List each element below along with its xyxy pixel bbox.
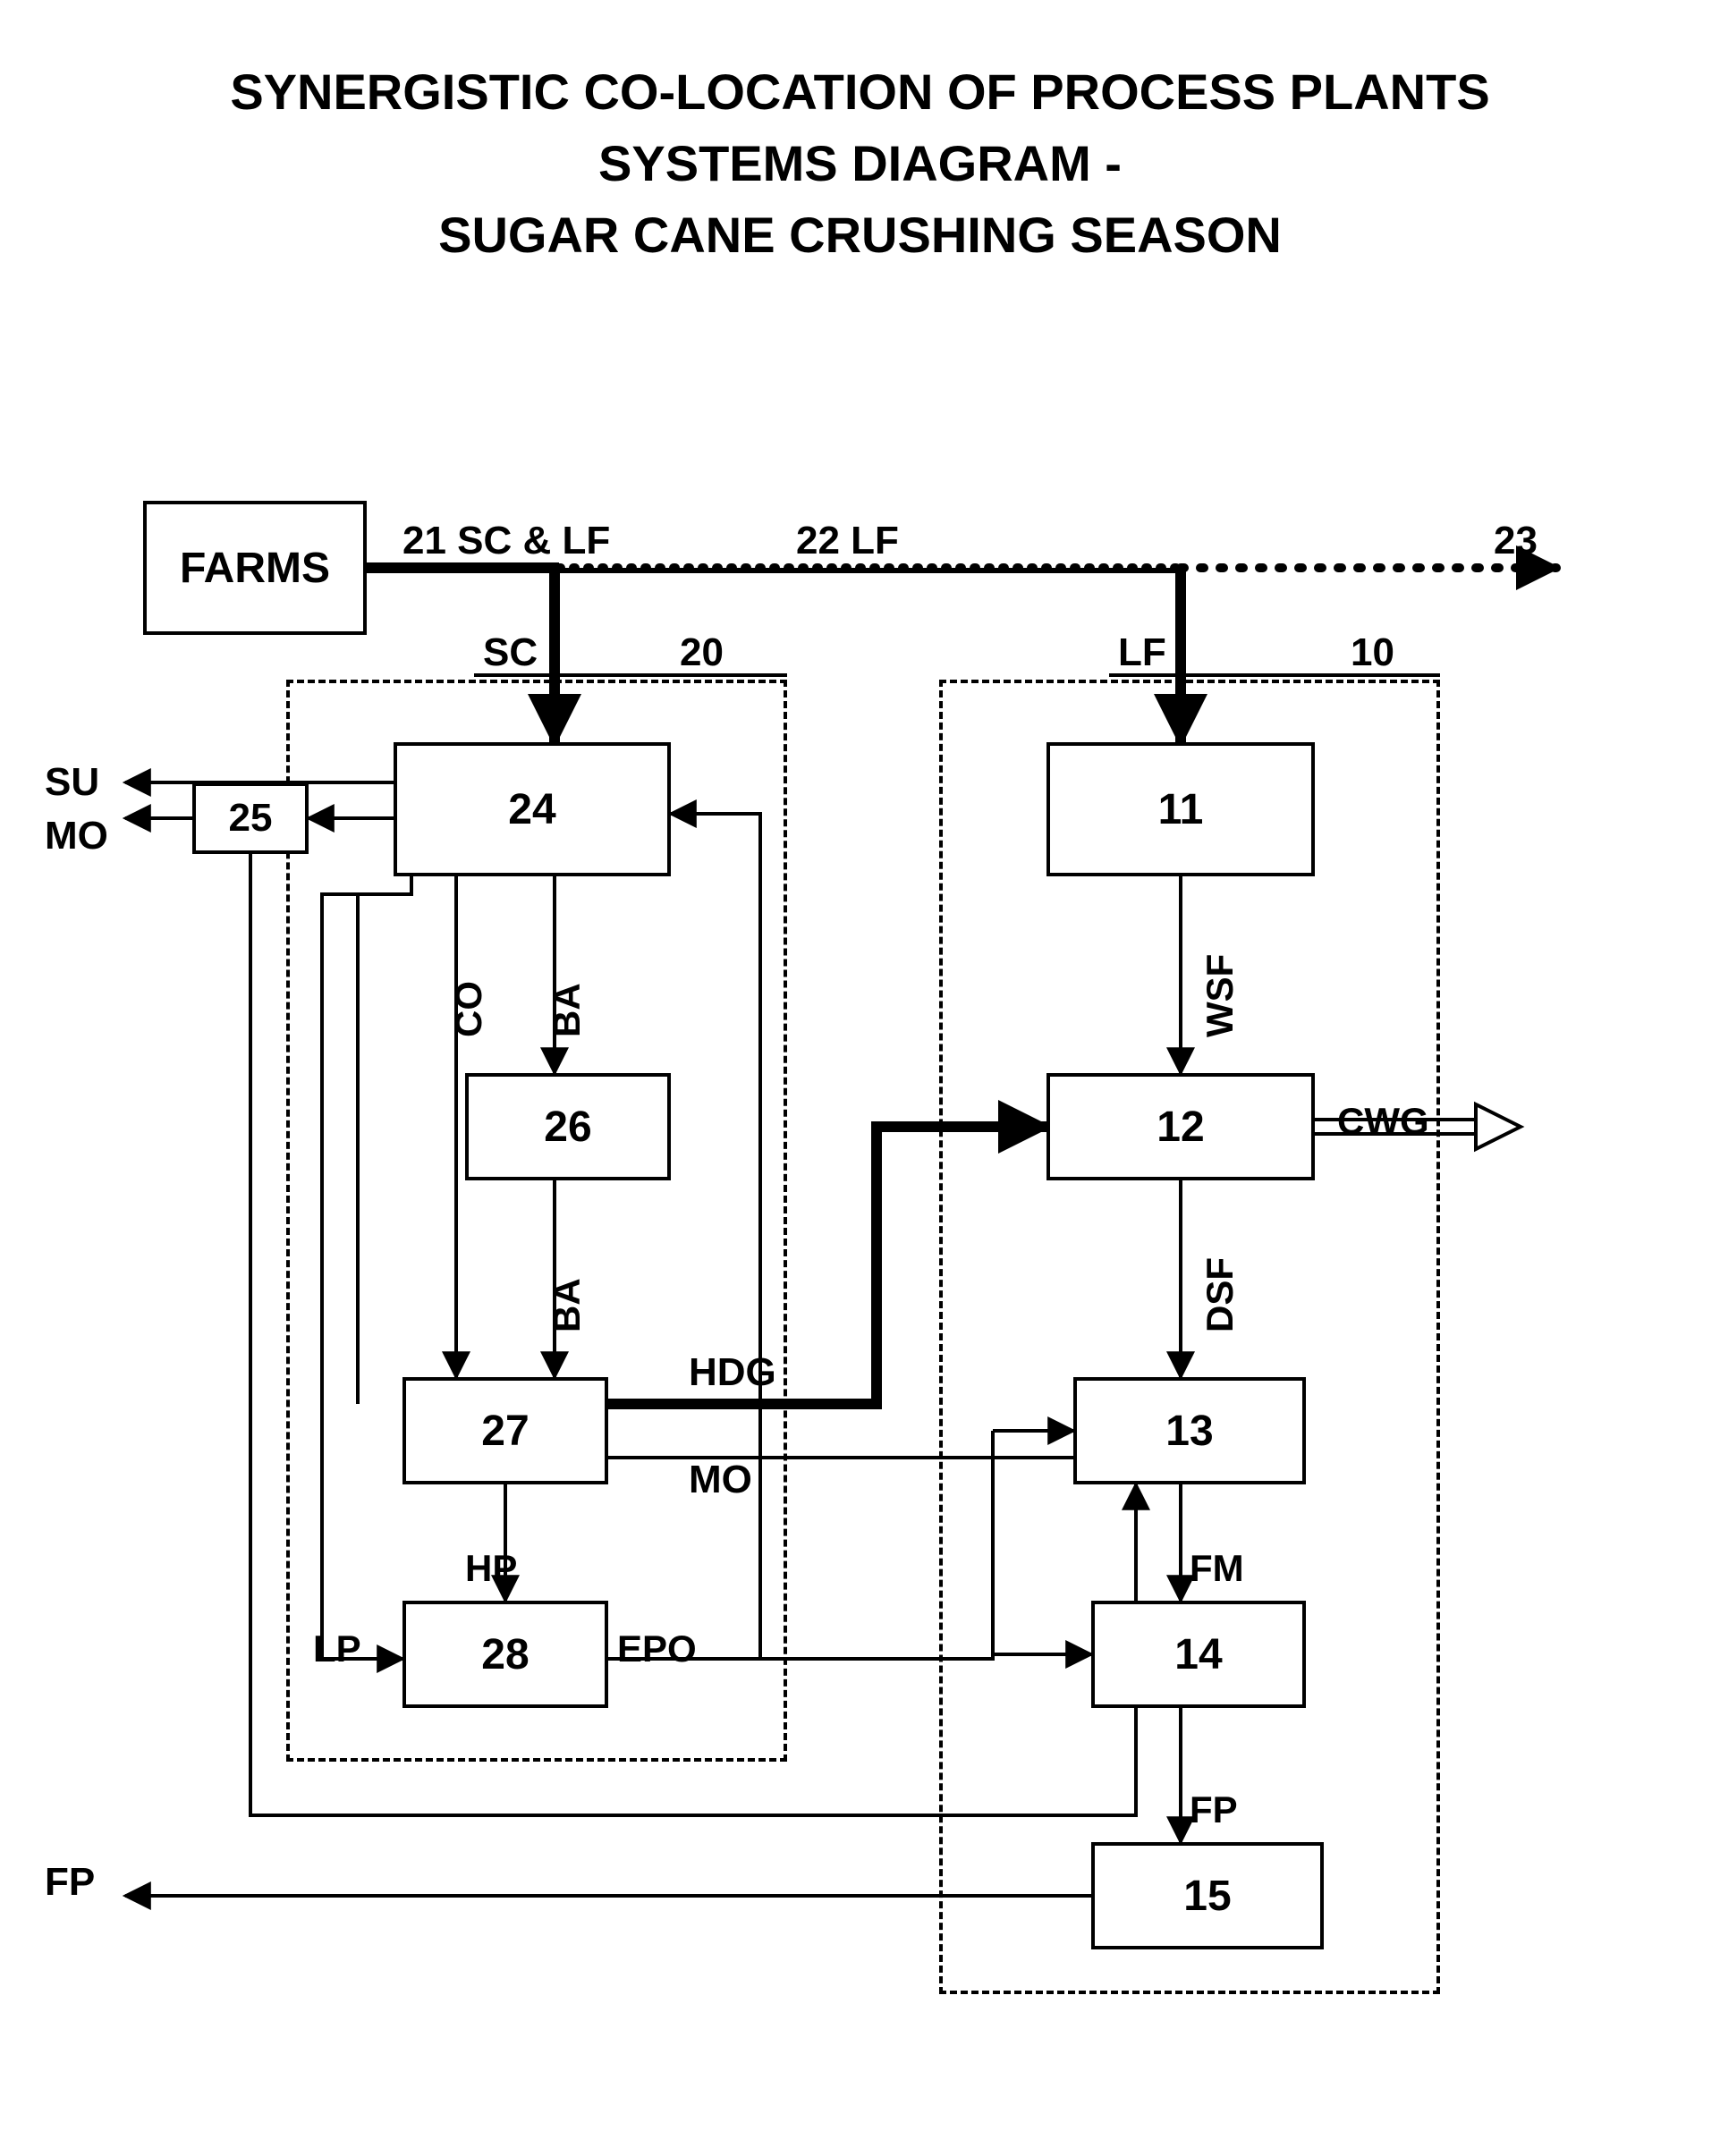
node-14: 14 — [1091, 1601, 1306, 1708]
node-25: 25 — [192, 782, 309, 854]
title-line-1: SYNERGISTIC CO-LOCATION OF PROCESS PLANT… — [0, 63, 1720, 121]
node-28: 28 — [402, 1601, 608, 1708]
node-12: 12 — [1046, 1073, 1315, 1180]
systems-diagram: FARMS 25 24 26 27 28 11 12 13 14 15 21 S… — [134, 429, 1583, 2057]
label-mo-out: MO — [45, 814, 108, 858]
label-mo: MO — [689, 1458, 752, 1502]
node-15: 15 — [1091, 1842, 1324, 1949]
node-13: 13 — [1073, 1377, 1306, 1484]
node-26: 26 — [465, 1073, 671, 1180]
title-line-3: SUGAR CANE CRUSHING SEASON — [0, 206, 1720, 264]
label-lf: LF — [1118, 630, 1166, 675]
title-line-2: SYSTEMS DIAGRAM - — [0, 134, 1720, 192]
label-sc: SC — [483, 630, 538, 675]
label-hp: HP — [465, 1547, 517, 1590]
label-lp: LP — [313, 1628, 361, 1670]
label-23: 23 — [1494, 519, 1538, 563]
label-fp-out: FP — [45, 1860, 95, 1905]
label-epo: EPO — [617, 1628, 697, 1670]
label-22: 22 LF — [796, 519, 899, 563]
label-fm: FM — [1190, 1547, 1244, 1590]
vlabel-wsf: WSF — [1199, 954, 1241, 1037]
vlabel-ba-1: BA — [546, 983, 589, 1037]
label-10: 10 — [1351, 630, 1394, 675]
label-cwg: CWG — [1337, 1100, 1429, 1143]
label-21: 21 SC & LF — [402, 519, 610, 563]
label-su: SU — [45, 760, 99, 805]
vlabel-co: CO — [447, 981, 490, 1037]
vlabel-ba-2: BA — [546, 1278, 589, 1332]
node-24: 24 — [394, 742, 671, 876]
label-20: 20 — [680, 630, 724, 675]
node-11: 11 — [1046, 742, 1315, 876]
node-farms: FARMS — [143, 501, 367, 635]
vlabel-dsf: DSF — [1199, 1257, 1241, 1332]
label-hdg: HDG — [689, 1350, 776, 1395]
label-fp: FP — [1190, 1788, 1238, 1831]
node-27: 27 — [402, 1377, 608, 1484]
